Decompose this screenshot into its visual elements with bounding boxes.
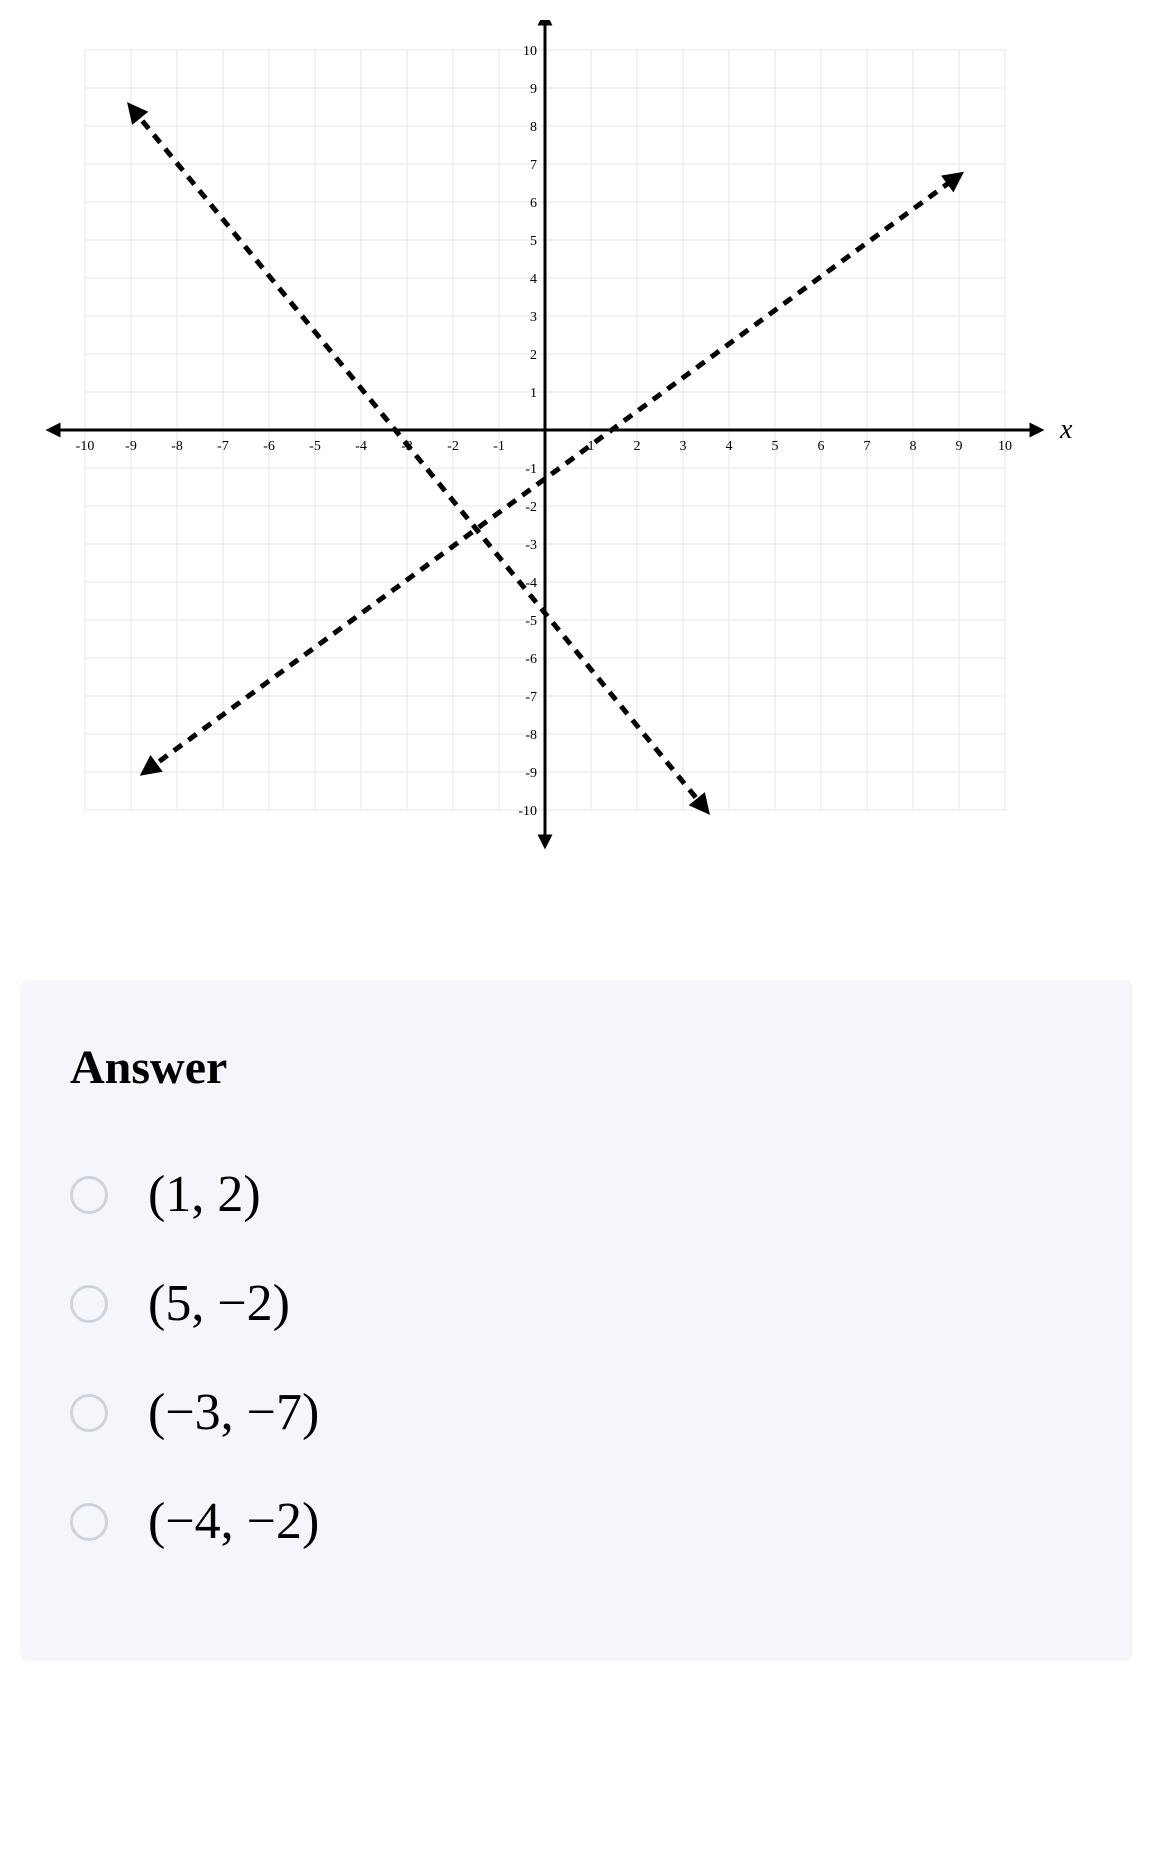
answer-option-1[interactable]: (5, −2) <box>70 1274 1083 1333</box>
svg-text:-10: -10 <box>518 804 537 819</box>
svg-text:4: 4 <box>530 272 537 287</box>
svg-text:-1: -1 <box>493 439 505 454</box>
option-label: (−4, −2) <box>148 1492 319 1551</box>
svg-text:-5: -5 <box>525 614 537 629</box>
svg-text:-9: -9 <box>125 439 137 454</box>
options-container: (1, 2) (5, −2) (−3, −7) (−4, −2) <box>70 1165 1083 1551</box>
svg-text:-4: -4 <box>525 576 537 591</box>
svg-text:9: 9 <box>956 439 963 454</box>
svg-text:9: 9 <box>530 82 537 97</box>
svg-text:-3: -3 <box>525 538 537 553</box>
svg-text:8: 8 <box>910 439 917 454</box>
svg-text:-2: -2 <box>525 500 537 515</box>
radio-button[interactable] <box>70 1176 108 1214</box>
svg-text:1: 1 <box>588 439 595 454</box>
svg-text:5: 5 <box>772 439 779 454</box>
svg-text:-8: -8 <box>525 728 537 743</box>
answer-option-2[interactable]: (−3, −7) <box>70 1383 1083 1442</box>
svg-text:3: 3 <box>680 439 687 454</box>
answer-option-0[interactable]: (1, 2) <box>70 1165 1083 1224</box>
radio-button[interactable] <box>70 1394 108 1432</box>
svg-text:-9: -9 <box>525 766 537 781</box>
svg-text:5: 5 <box>530 234 537 249</box>
svg-text:-4: -4 <box>355 439 367 454</box>
radio-button[interactable] <box>70 1285 108 1323</box>
answer-option-3[interactable]: (−4, −2) <box>70 1492 1083 1551</box>
svg-text:2: 2 <box>530 348 537 363</box>
svg-text:6: 6 <box>530 196 537 211</box>
svg-text:3: 3 <box>530 310 537 325</box>
svg-text:10: 10 <box>998 439 1012 454</box>
svg-text:6: 6 <box>818 439 825 454</box>
svg-text:-7: -7 <box>217 439 229 454</box>
svg-text:-5: -5 <box>309 439 321 454</box>
answer-section: Answer (1, 2) (5, −2) (−3, −7) (−4, −2) <box>20 980 1133 1661</box>
svg-text:4: 4 <box>726 439 733 454</box>
svg-text:-6: -6 <box>263 439 275 454</box>
graph-svg: -10 -9 -8 -7 -6 -5 -4 -3 -2 -1 1 2 3 4 5 6 7 8 9 10 -10 -9 -8 -… <box>0 20 1153 920</box>
coordinate-graph: -10 -9 -8 -7 -6 -5 -4 -3 -2 -1 1 2 3 4 5 6 7 8 9 10 -10 -9 -8 -… <box>0 0 1153 900</box>
answer-title: Answer <box>70 1040 1083 1095</box>
svg-text:7: 7 <box>864 439 871 454</box>
option-label: (5, −2) <box>148 1274 290 1333</box>
svg-text:-7: -7 <box>525 690 537 705</box>
svg-text:1: 1 <box>530 386 537 401</box>
svg-text:2: 2 <box>634 439 641 454</box>
option-label: (−3, −7) <box>148 1383 319 1442</box>
svg-text:-8: -8 <box>171 439 183 454</box>
svg-text:-10: -10 <box>76 439 95 454</box>
svg-text:-1: -1 <box>525 462 537 477</box>
svg-text:8: 8 <box>530 120 537 135</box>
svg-text:-2: -2 <box>447 439 459 454</box>
svg-text:x: x <box>1059 414 1073 445</box>
radio-button[interactable] <box>70 1503 108 1541</box>
option-label: (1, 2) <box>148 1165 261 1224</box>
svg-text:-6: -6 <box>525 652 537 667</box>
svg-text:10: 10 <box>523 44 537 59</box>
svg-text:7: 7 <box>530 158 537 173</box>
